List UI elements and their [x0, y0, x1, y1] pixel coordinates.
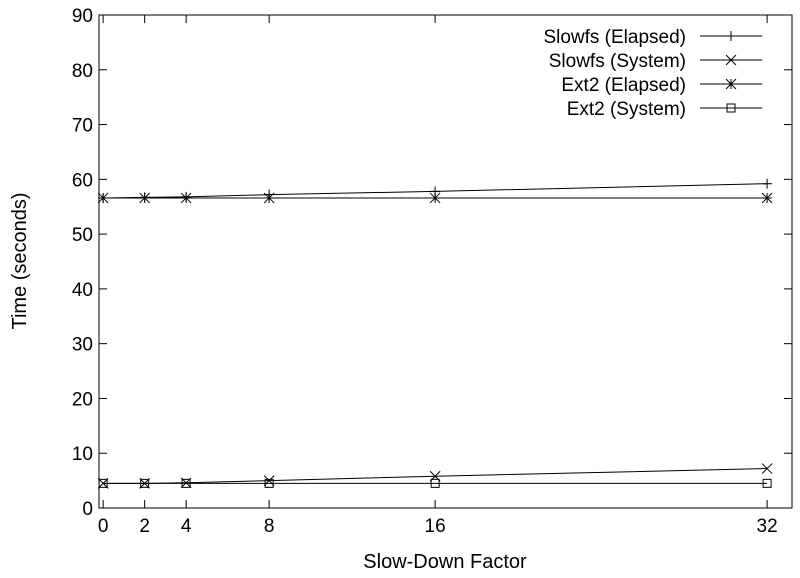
data-point-cross	[725, 54, 737, 66]
legend-label: Ext2 (Elapsed)	[561, 75, 686, 96]
x-tick-label: 0	[98, 516, 109, 537]
data-point-star	[263, 192, 275, 204]
x-tick-label: 16	[425, 516, 446, 537]
plot-frame	[98, 14, 793, 509]
y-tick-label: 80	[72, 61, 93, 82]
y-tick-label: 60	[72, 170, 93, 191]
data-point-cross	[263, 475, 275, 486]
data-point-star	[761, 192, 773, 204]
data-point-square	[181, 478, 191, 488]
x-axis-title: Slow-Down Factor	[363, 551, 527, 573]
y-tick-label: 0	[82, 499, 93, 520]
legend-label: Ext2 (System)	[567, 99, 686, 120]
data-point-star	[139, 192, 151, 204]
data-point-square	[264, 478, 274, 488]
y-tick-label: 70	[72, 116, 93, 137]
legend-label: Slowfs (Elapsed)	[543, 27, 686, 48]
y-tick-label: 20	[72, 389, 93, 410]
y-axis-title: Time (seconds)	[9, 192, 31, 329]
data-point-square	[762, 478, 772, 488]
y-axis-ticks: 0 10 20 30 40 50 60 70 80 90	[72, 6, 792, 520]
legend-label: Slowfs (System)	[549, 51, 686, 72]
data-point-square	[140, 478, 150, 488]
x-tick-label: 2	[139, 516, 150, 537]
series-layer	[97, 178, 773, 489]
data-point-plus	[762, 178, 773, 189]
series-3	[97, 192, 773, 204]
data-point-star	[725, 78, 737, 90]
data-point-star	[180, 192, 192, 204]
x-axis-ticks: 0 2 4 8 16 32	[98, 15, 778, 537]
x-tick-label: 8	[264, 516, 275, 537]
y-tick-label: 10	[72, 444, 93, 465]
series-2	[97, 463, 773, 489]
y-tick-label: 90	[72, 6, 93, 27]
data-point-star	[97, 192, 109, 204]
series-4	[98, 478, 772, 488]
y-tick-label: 40	[72, 280, 93, 301]
data-point-star	[429, 192, 441, 204]
data-point-plus	[726, 31, 736, 41]
data-point-square	[98, 478, 108, 488]
y-tick-label: 50	[72, 225, 93, 246]
y-tick-label: 30	[72, 335, 93, 356]
data-point-square	[430, 478, 440, 488]
x-tick-label: 4	[181, 516, 192, 537]
data-point-cross	[761, 463, 773, 474]
data-point-square	[726, 103, 736, 113]
legend: Slowfs (Elapsed) Slowfs (System) Ext2 (Ela…	[543, 27, 762, 120]
x-tick-label: 32	[757, 516, 778, 537]
